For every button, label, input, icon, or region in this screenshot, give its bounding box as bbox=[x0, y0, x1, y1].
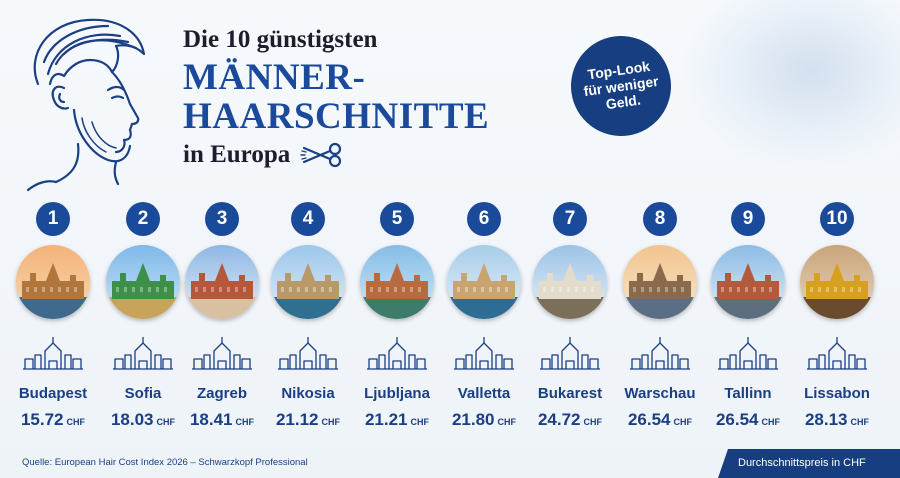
city-name: Lissabon bbox=[804, 385, 870, 402]
title-line-4-row: in Europa bbox=[183, 140, 489, 170]
skyline-icon bbox=[365, 335, 429, 371]
rank-badge: 6 bbox=[467, 202, 501, 236]
title-line-1: Die 10 günstigsten bbox=[183, 26, 378, 53]
currency-label: CHF bbox=[235, 417, 255, 427]
rank-badge: 2 bbox=[126, 202, 160, 236]
currency-label: CHF bbox=[497, 417, 517, 427]
price-value: 28.13 bbox=[804, 410, 848, 429]
rank-badge: 1 bbox=[36, 202, 70, 236]
price-label: 15.72 CHF bbox=[21, 410, 85, 432]
city-photo bbox=[800, 245, 874, 319]
price-value: 18.41 bbox=[189, 410, 233, 429]
currency-label: CHF bbox=[583, 417, 603, 427]
city-name: Zagreb bbox=[196, 385, 247, 402]
skyline-icon bbox=[805, 335, 869, 371]
skyline-icon bbox=[716, 335, 780, 371]
skyline-icon bbox=[628, 335, 692, 371]
currency-label: CHF bbox=[156, 417, 176, 427]
city-name: Valletta bbox=[457, 385, 511, 402]
price-label: 21.12 CHF bbox=[276, 410, 340, 432]
title-block: Die 10 günstigsten MÄNNER- HAARSCHNITTE … bbox=[183, 26, 489, 170]
skyline-icon bbox=[190, 335, 254, 371]
promo-badge: Top-Look für weniger Geld. bbox=[564, 29, 678, 143]
price-label: 18.03 CHF bbox=[111, 410, 175, 432]
currency-label: CHF bbox=[410, 417, 430, 427]
city-photo bbox=[16, 245, 90, 319]
price-value: 26.54 bbox=[627, 410, 671, 429]
currency-note: Durchschnittspreis in CHF bbox=[738, 457, 866, 469]
title-line-4: in Europa bbox=[183, 141, 291, 168]
city-photo bbox=[533, 245, 607, 319]
ranking-list: 1 Budapest 15.72 CHF 2 bbox=[8, 202, 892, 442]
source-note: Quelle: European Hair Cost Index 2026 – … bbox=[22, 457, 308, 468]
price-value: 21.21 bbox=[364, 410, 408, 429]
city-name: Sofia bbox=[124, 385, 162, 402]
currency-label: CHF bbox=[66, 417, 86, 427]
title-line-3: HAARSCHNITTE bbox=[183, 96, 490, 137]
watercolor-wash bbox=[680, 0, 900, 170]
badge-line-3: Geld. bbox=[604, 91, 642, 113]
city-name: Bukarest bbox=[537, 385, 603, 402]
city-name: Ljubljana bbox=[364, 385, 430, 402]
city-card: 6 Valletta 21.80 CHF bbox=[440, 202, 528, 432]
rank-badge: 9 bbox=[731, 202, 765, 236]
price-label: 28.13 CHF bbox=[805, 410, 869, 432]
city-card: 8 Warschau 26.54 CHF bbox=[616, 202, 704, 432]
city-photo bbox=[447, 245, 521, 319]
currency-label: CHF bbox=[673, 417, 693, 427]
city-name: Budapest bbox=[18, 385, 88, 402]
skyline-icon bbox=[538, 335, 602, 371]
price-label: 18.41 CHF bbox=[190, 410, 254, 432]
rank-badge: 8 bbox=[643, 202, 677, 236]
price-value: 15.72 bbox=[20, 410, 64, 429]
currency-label: CHF bbox=[850, 417, 870, 427]
city-card: 9 Tallinn 26.54 CHF bbox=[704, 202, 792, 432]
city-card: 10 Lissabon 28.13 CHF bbox=[793, 202, 881, 432]
price-value: 24.72 bbox=[537, 410, 581, 429]
city-card: 7 Bukarest 24.72 CHF bbox=[526, 202, 614, 432]
city-card: 4 Nikosia 21.12 CHF bbox=[264, 202, 352, 432]
city-card: 5 Ljubljana 21.21 CHF bbox=[353, 202, 441, 432]
scissors-icon bbox=[300, 142, 342, 168]
city-photo bbox=[623, 245, 697, 319]
rank-badge: 4 bbox=[291, 202, 325, 236]
city-photo bbox=[106, 245, 180, 319]
city-name: Warschau bbox=[624, 385, 696, 402]
skyline-icon bbox=[276, 335, 340, 371]
skyline-icon bbox=[111, 335, 175, 371]
city-card: 1 Budapest 15.72 CHF bbox=[9, 202, 97, 432]
price-value: 18.03 bbox=[110, 410, 154, 429]
price-label: 26.54 CHF bbox=[716, 410, 780, 432]
skyline-icon bbox=[452, 335, 516, 371]
price-label: 24.72 CHF bbox=[538, 410, 602, 432]
city-photo bbox=[360, 245, 434, 319]
man-portrait-icon bbox=[26, 18, 146, 192]
price-label: 21.80 CHF bbox=[452, 410, 516, 432]
title-line-2: MÄNNER- bbox=[183, 57, 366, 98]
city-card: 3 Zagreb 18.41 CHF bbox=[178, 202, 266, 432]
price-value: 26.54 bbox=[715, 410, 759, 429]
rank-badge: 5 bbox=[380, 202, 414, 236]
currency-label: CHF bbox=[761, 417, 781, 427]
city-name: Tallinn bbox=[724, 385, 772, 402]
price-value: 21.80 bbox=[451, 410, 495, 429]
city-photo bbox=[185, 245, 259, 319]
price-label: 26.54 CHF bbox=[628, 410, 692, 432]
city-photo bbox=[271, 245, 345, 319]
skyline-icon bbox=[21, 335, 85, 371]
city-name: Nikosia bbox=[281, 385, 335, 402]
city-photo bbox=[711, 245, 785, 319]
city-card: 2 Sofia 18.03 CHF bbox=[99, 202, 187, 432]
rank-badge: 3 bbox=[205, 202, 239, 236]
rank-badge: 7 bbox=[553, 202, 587, 236]
price-label: 21.21 CHF bbox=[365, 410, 429, 432]
rank-badge: 10 bbox=[820, 202, 854, 236]
footer-bar: Durchschnittspreis in CHF bbox=[718, 449, 900, 478]
price-value: 21.12 bbox=[275, 410, 319, 429]
currency-label: CHF bbox=[321, 417, 341, 427]
